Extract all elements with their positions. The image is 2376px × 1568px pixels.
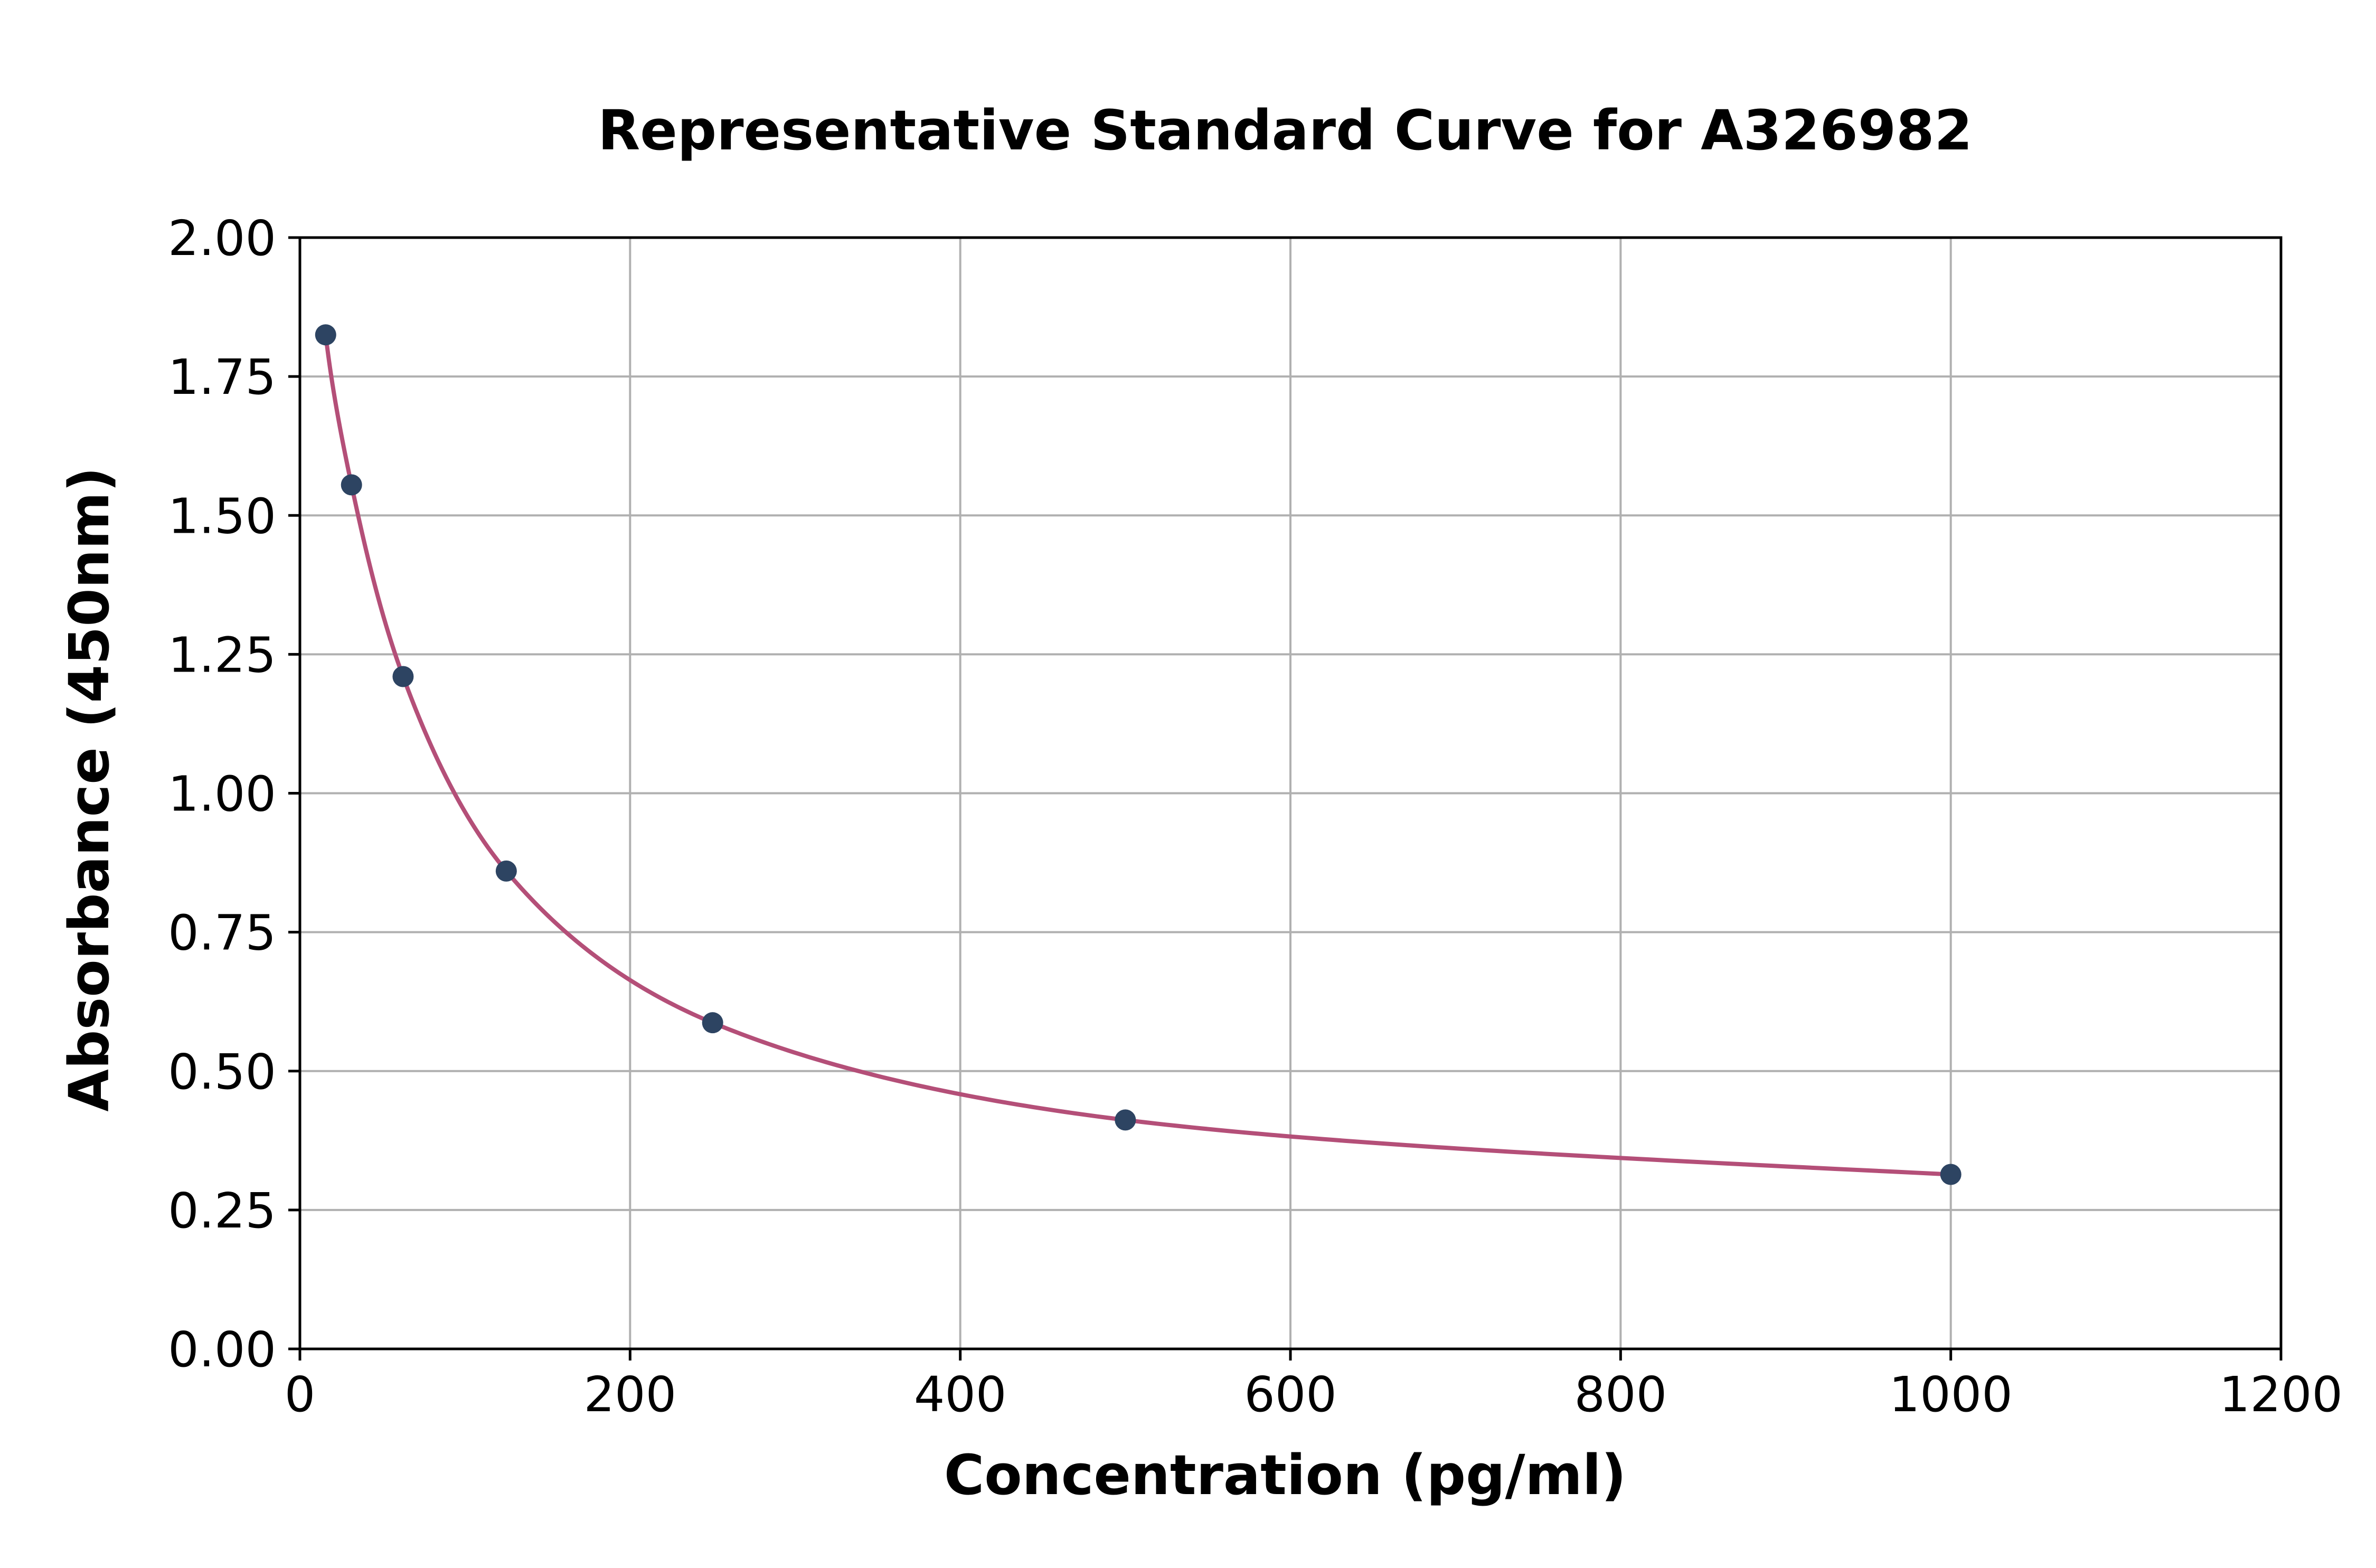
grid-lines: [300, 238, 2281, 1349]
y-tick-label: 0.25: [168, 1183, 276, 1239]
x-tick-label: 1200: [2219, 1366, 2343, 1423]
chart-title: Representative Standard Curve for A32698…: [598, 98, 1973, 163]
y-tick-label: 0.50: [168, 1044, 276, 1100]
y-tick-label: 1.00: [168, 766, 276, 823]
data-point: [702, 1012, 723, 1034]
y-axis-label: Absorbance (450nm): [57, 467, 121, 1111]
data-point: [1940, 1164, 1962, 1185]
x-axis-label: Concentration (pg/ml): [944, 1443, 1626, 1507]
data-point: [315, 324, 336, 346]
y-tick-label: 2.00: [168, 210, 276, 267]
x-tick-label: 400: [914, 1366, 1007, 1423]
data-point: [495, 860, 517, 882]
data-point: [1115, 1109, 1136, 1131]
ticks-layer: 0 200 400 600 800 1000 1200 0.00 0.25 0.50 0.75 1.0…: [168, 210, 2343, 1423]
y-tick-label: 1.25: [168, 627, 276, 683]
x-tick-label: 200: [584, 1366, 677, 1423]
data-point: [341, 474, 362, 496]
data-point: [392, 666, 414, 687]
x-tick-label: 800: [1574, 1366, 1667, 1423]
x-tick-label: 0: [285, 1366, 316, 1423]
data-points-layer: [315, 324, 1962, 1185]
y-tick-label: 1.50: [168, 488, 276, 544]
y-tick-label: 1.75: [168, 349, 276, 405]
x-tick-label: 600: [1244, 1366, 1337, 1423]
x-tick-label: 1000: [1889, 1366, 2013, 1423]
y-tick-label: 0.00: [168, 1321, 276, 1378]
y-tick-label: 0.75: [168, 905, 276, 961]
